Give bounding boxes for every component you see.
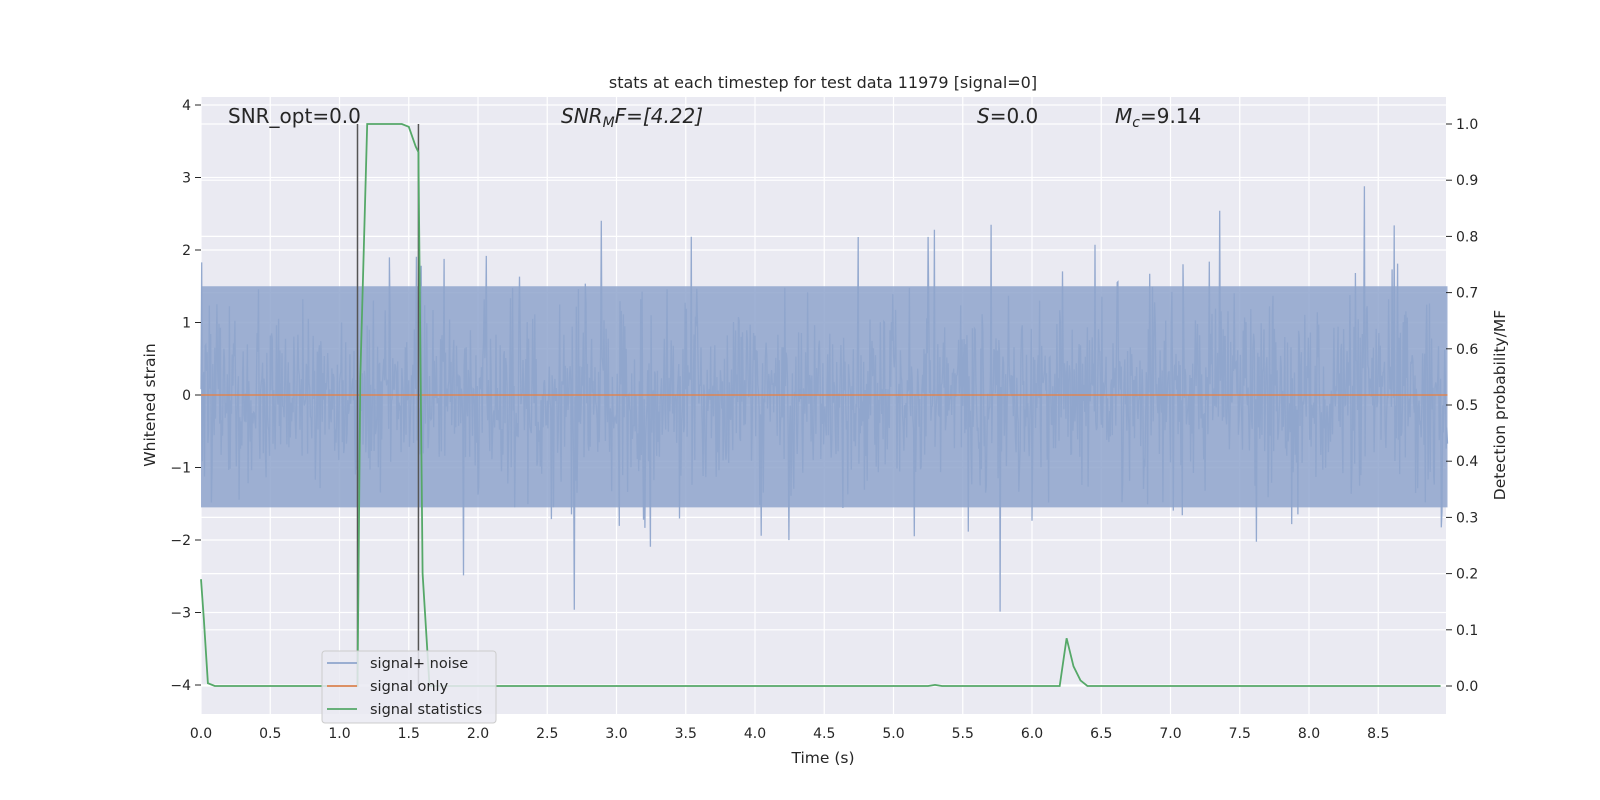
x-tick-label: 3.5 — [675, 726, 697, 742]
x-tick-label: 3.0 — [605, 726, 627, 742]
y-tick-label: −1 — [170, 461, 191, 477]
x-tick-label: 4.5 — [813, 726, 835, 742]
annotation-s: S=0.0 — [977, 104, 1038, 128]
y-right-tick-label: 1.0 — [1456, 117, 1478, 133]
x-tick-label: 2.5 — [536, 726, 558, 742]
annotation-mc-symbol: M — [1115, 104, 1132, 128]
y-tick-label: −2 — [170, 533, 191, 549]
x-tick-label: 7.0 — [1159, 726, 1181, 742]
y-right-tick-label: 0.1 — [1456, 623, 1478, 639]
annotation-s-value: =0.0 — [990, 104, 1039, 128]
chart-title: stats at each timestep for test data 119… — [609, 73, 1037, 92]
x-tick-label: 1.5 — [398, 726, 420, 742]
x-tick-label: 8.0 — [1298, 726, 1320, 742]
y-axis-label: Whitened strain — [141, 343, 159, 466]
x-tick-label: 7.5 — [1229, 726, 1251, 742]
y-tick-label: 2 — [182, 243, 191, 259]
x-tick-label: 5.5 — [952, 726, 974, 742]
y-right-tick-label: 0.9 — [1456, 173, 1478, 189]
annotation-snr-mf: SNRMF=[4.22] — [561, 104, 703, 131]
annotation-snr-mf-rest: F=[4.22] — [615, 104, 703, 128]
y-right-tick-label: 0.2 — [1456, 567, 1478, 583]
annotation-snr-opt: SNR_opt=0.0 — [228, 104, 361, 128]
legend-label-signal-noise: signal+ noise — [370, 656, 468, 672]
annotation-s-symbol: S — [977, 104, 990, 128]
y-right-tick-label: 0.0 — [1456, 679, 1478, 695]
y-tick-label: 3 — [182, 171, 191, 187]
y-tick-label: −4 — [170, 678, 191, 694]
annotation-snr-mf-sub: M — [603, 115, 615, 131]
x-tick-label: 4.0 — [744, 726, 766, 742]
x-tick-label: 5.0 — [882, 726, 904, 742]
x-tick-label: 6.5 — [1090, 726, 1112, 742]
x-tick-label: 6.0 — [1021, 726, 1043, 742]
x-tick-label: 8.5 — [1367, 726, 1389, 742]
y-right-tick-label: 0.5 — [1456, 398, 1478, 414]
x-tick-label: 2.0 — [467, 726, 489, 742]
x-tick-label: 0.0 — [190, 726, 212, 742]
y-tick-label: −3 — [170, 606, 191, 622]
legend-label-signal-statistics: signal statistics — [370, 702, 482, 718]
y-right-tick-label: 0.3 — [1456, 510, 1478, 526]
legend-box — [321, 650, 497, 724]
noise-trace — [200, 186, 1449, 612]
y-right-tick-label: 0.7 — [1456, 286, 1478, 302]
y-right-tick-label: 0.4 — [1456, 454, 1478, 470]
y-right-tick-label: 0.8 — [1456, 229, 1478, 245]
y-tick-label: 1 — [182, 316, 191, 332]
y-right-tick-label: 0.6 — [1456, 342, 1478, 358]
x-tick-label: 1.0 — [328, 726, 350, 742]
annotation-mc-value: =9.14 — [1140, 104, 1201, 128]
annotation-mc-sub: c — [1132, 115, 1140, 131]
annotation-mc: Mc=9.14 — [1115, 104, 1201, 131]
y-tick-label: 0 — [182, 388, 191, 404]
x-axis-label: Time (s) — [790, 749, 854, 767]
legend-label-signal-only: signal only — [370, 679, 449, 695]
tick-labels: 0.0 0.5 1.0 1.5 2.0 2.5 3.0 3.5 4.0 4.5 5.0 5.5 6.0 6… — [170, 98, 1478, 742]
x-tick-label: 0.5 — [259, 726, 281, 742]
y-axis-right-label: Detection probability/MF — [1491, 310, 1509, 501]
annotation-snr-mf-base: SNR — [561, 104, 603, 128]
legend: signal+ noise signal only signal statist… — [321, 650, 497, 724]
series-signal-noise — [200, 186, 1449, 612]
y-tick-label: 4 — [182, 98, 191, 114]
